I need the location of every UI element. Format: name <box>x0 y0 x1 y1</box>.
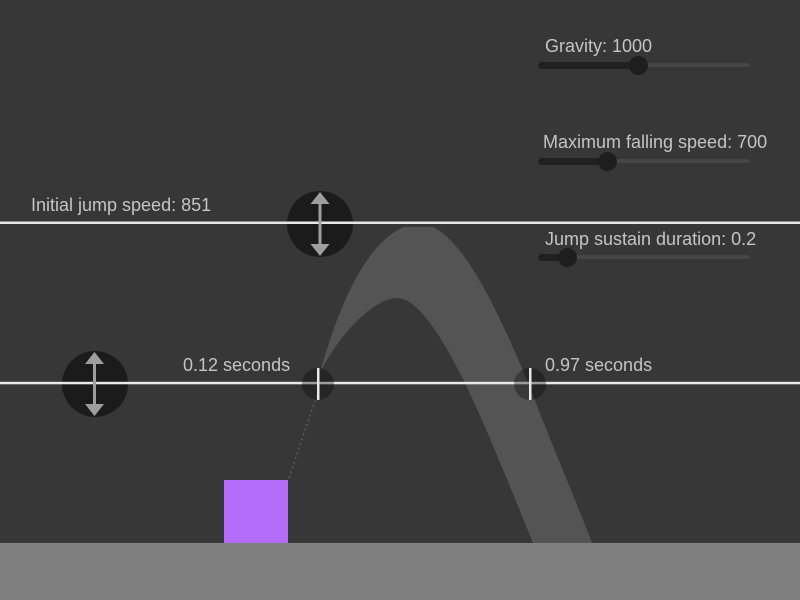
ground <box>0 543 800 600</box>
ascent-crossing-time-readout: 0.12 seconds <box>183 355 291 375</box>
player-square <box>224 480 288 543</box>
measure-handle-updown-arrow-icon[interactable] <box>85 352 104 416</box>
measure-height-line <box>0 381 800 385</box>
apex-height-line <box>0 221 800 224</box>
max-falling-speed-slider-label: Maximum falling speed: 700 <box>543 132 768 152</box>
max-falling-speed-slider-thumb[interactable] <box>597 151 617 171</box>
jump-sustain-slider-thumb[interactable] <box>557 247 577 267</box>
jump-sustain-slider-fill <box>538 253 567 261</box>
gravity-slider-label: Gravity: 1000 <box>545 36 653 56</box>
jump-arc-band <box>320 227 592 543</box>
gravity-slider-thumb[interactable] <box>628 55 648 75</box>
jump-sustain-slider-label: Jump sustain duration: 0.2 <box>545 229 757 249</box>
max-falling-speed-slider-track[interactable] <box>538 159 750 163</box>
ascent-crossing-tick <box>317 368 320 400</box>
max-falling-speed-slider-fill <box>538 157 607 165</box>
descent-crossing-time-readout: 0.97 seconds <box>545 355 653 375</box>
descent-crossing-tick <box>529 368 532 400</box>
jump-sustain-slider-track[interactable] <box>538 255 750 259</box>
initial-jump-speed-readout: Initial jump speed: 851 <box>31 195 212 215</box>
apex-handle-updown-arrow-icon[interactable] <box>310 192 330 256</box>
launch-trajectory-dotted-line <box>288 388 320 479</box>
gravity-slider-fill <box>538 61 638 69</box>
